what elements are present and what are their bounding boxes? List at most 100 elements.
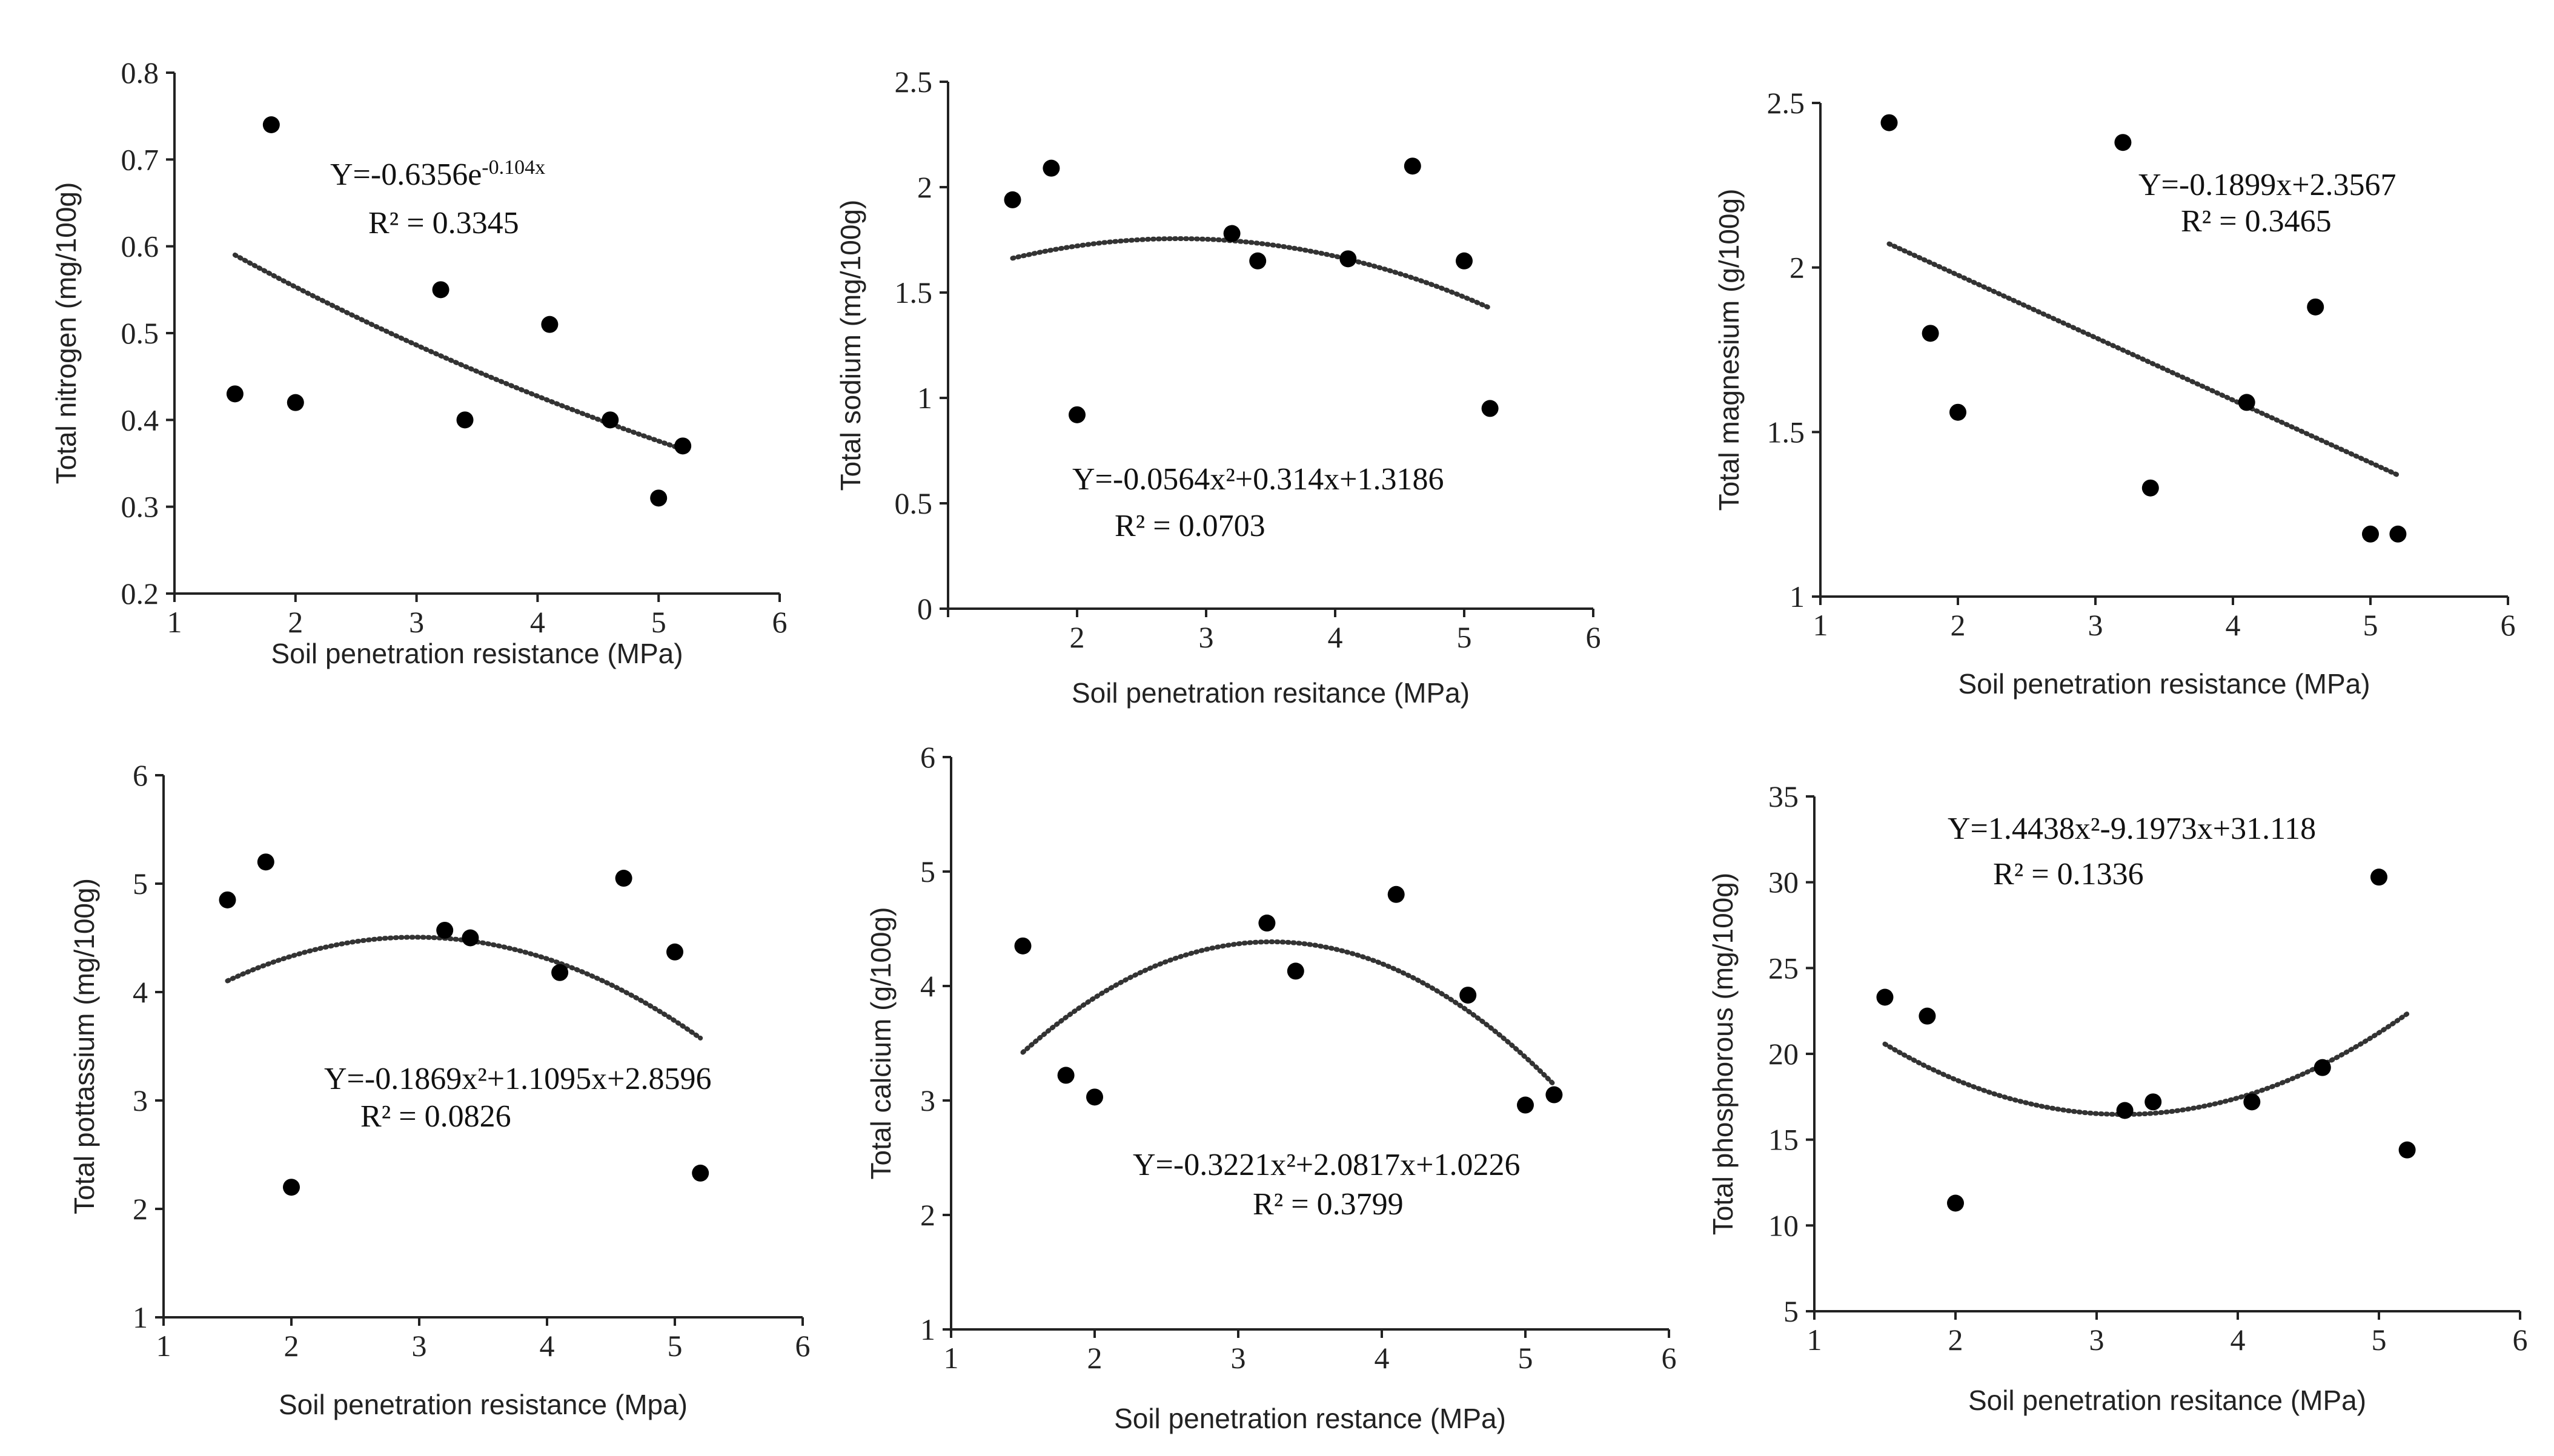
x-tick-label: 3	[2089, 1323, 2105, 1357]
trend-equation-base: Y=-0.1899x+2.3567	[2138, 168, 2396, 202]
x-tick-label: 4	[1328, 620, 1343, 654]
trend-equation: Y=-0.1869x²+1.1095x+2.8596	[324, 1062, 711, 1096]
y-tick-label: 3	[133, 1084, 148, 1117]
x-tick-label: 6	[1586, 620, 1601, 654]
y-axis-title: Total nitrogen (mg/100g)	[50, 182, 82, 485]
y-tick-label: 5	[133, 867, 148, 901]
trendline	[1020, 939, 1557, 1087]
data-point	[602, 411, 619, 429]
data-point	[2243, 1093, 2261, 1111]
x-tick-label: 6	[1662, 1341, 1677, 1375]
y-tick-label: 2	[1789, 251, 1805, 285]
y-tick-label: 1.5	[1767, 415, 1805, 449]
chart-panel-potassium: 1 2 3 4 5 6 1 2 3 4 5 6 Y=-0.1869x²+1.1095x+2.8596R²…	[68, 758, 811, 1420]
x-tick-label: 6	[2513, 1323, 2528, 1357]
chart-panel-sodium: 2 3 4 5 6 0 0.5 1 1.5 2 2.5 Y=-0.0564x²+0.314x+1.31…	[835, 65, 1601, 709]
y-tick-label: 1	[1789, 580, 1805, 614]
data-point	[436, 921, 454, 939]
y-tick-label: 0.3	[121, 490, 159, 524]
x-tick-label: 6	[2501, 608, 2516, 642]
trend-equation: Y=-0.0564x²+0.314x+1.3186	[1072, 462, 1444, 497]
y-tick-label: 10	[1768, 1208, 1799, 1242]
data-point	[1922, 325, 1939, 342]
y-tick-label: 2	[920, 1198, 935, 1232]
x-axis-title: Soil penetration resistance (MPa)	[1958, 668, 2370, 700]
data-point	[1947, 1194, 1964, 1212]
y-tick-label: 2	[133, 1192, 148, 1226]
data-point	[2314, 1059, 2331, 1076]
trend-equation: Y=-0.6356e-0.104x	[330, 156, 545, 192]
data-point	[541, 316, 559, 333]
data-point	[551, 964, 569, 981]
y-axis-title: Total phosphorous (mg/100g)	[1707, 873, 1739, 1235]
x-tick-label: 2	[1948, 1323, 1963, 1357]
y-tick-label: 2.5	[895, 65, 933, 99]
y-tick-label: 0	[917, 592, 932, 626]
r-squared-label: R² = 0.0703	[1115, 509, 1265, 543]
data-point	[219, 891, 236, 908]
y-tick-label: 1	[133, 1300, 148, 1334]
trend-equation-base: Y=-0.1869x²+1.1095x+2.8596	[324, 1062, 711, 1096]
trendline	[1886, 241, 2401, 478]
x-tick-label: 5	[1518, 1341, 1533, 1375]
r-squared-label: R² = 0.0826	[360, 1099, 511, 1134]
data-point	[432, 281, 449, 299]
x-tick-label: 5	[1457, 620, 1472, 654]
y-tick-label: 2	[917, 170, 932, 204]
x-tick-label: 3	[412, 1329, 427, 1363]
chart-panel-calcium: 1 2 3 4 5 6 1 2 3 4 5 6 Y=-0.3221x²+2.0817x+1.0226 R²…	[865, 740, 1677, 1434]
r-squared-label: R² = 0.3799	[1253, 1187, 1404, 1222]
data-point	[1339, 250, 1357, 268]
data-point	[666, 943, 683, 961]
data-point	[1004, 191, 1021, 208]
data-point	[456, 411, 474, 429]
data-point	[2370, 869, 2387, 886]
data-point	[1014, 937, 1032, 955]
data-point	[1043, 159, 1060, 177]
data-point	[1387, 885, 1405, 903]
trend-equation-base: Y=-0.3221x²+2.0817x+1.0226	[1133, 1148, 1520, 1182]
data-point	[1459, 987, 1477, 1004]
data-point	[2398, 1141, 2416, 1159]
x-axis-title: Soil penetration restance (MPa)	[1114, 1403, 1506, 1434]
data-point	[1287, 962, 1304, 980]
y-tick-label: 3	[920, 1084, 935, 1117]
y-tick-label: 0.4	[121, 403, 159, 437]
x-axis-title: Soil penetration resistance (Mpa)	[279, 1389, 688, 1420]
y-tick-label: 1	[920, 1312, 935, 1346]
data-point	[2141, 479, 2159, 497]
x-tick-label: 5	[651, 605, 666, 639]
data-point	[2389, 525, 2407, 543]
data-point	[1481, 400, 1499, 417]
data-point	[1517, 1096, 1534, 1114]
data-point	[2116, 1102, 2134, 1119]
x-axis-title: Soil penetration resitance (MPa)	[1072, 677, 1470, 709]
y-tick-label: 4	[920, 969, 935, 1003]
y-tick-label: 5	[920, 855, 935, 888]
r-squared-label: R² = 0.3465	[2181, 204, 2332, 239]
x-tick-label: 4	[1375, 1341, 1390, 1375]
y-tick-label: 15	[1768, 1123, 1799, 1157]
y-tick-label: 0.8	[121, 56, 159, 90]
y-tick-label: 0.6	[121, 230, 159, 263]
data-point	[2362, 525, 2379, 543]
x-tick-label: 3	[2088, 608, 2103, 642]
chart-panel-nitrogen: 1 2 3 4 5 6 0.2 0.3 0.4 0.5 0.6 0.7 0.8 Y=-0.6356e-0.…	[50, 56, 788, 669]
y-axis-title: Total magnesium (g/100g)	[1713, 189, 1745, 511]
y-tick-label: 1	[917, 381, 932, 415]
x-tick-label: 5	[2363, 608, 2378, 642]
y-tick-label: 30	[1768, 865, 1799, 899]
x-tick-label: 3	[1199, 620, 1214, 654]
x-tick-label: 2	[288, 605, 303, 639]
data-point	[1258, 915, 1276, 932]
y-tick-label: 4	[133, 975, 148, 1009]
x-tick-label: 2	[1951, 608, 1966, 642]
data-point	[692, 1164, 709, 1182]
y-tick-label: 5	[1783, 1294, 1799, 1328]
x-tick-label: 2	[284, 1329, 299, 1363]
trend-equation-base: Y=-0.6356e	[330, 157, 482, 192]
data-point	[1057, 1067, 1075, 1084]
y-tick-label: 0.7	[121, 142, 159, 176]
x-tick-label: 4	[540, 1329, 555, 1363]
